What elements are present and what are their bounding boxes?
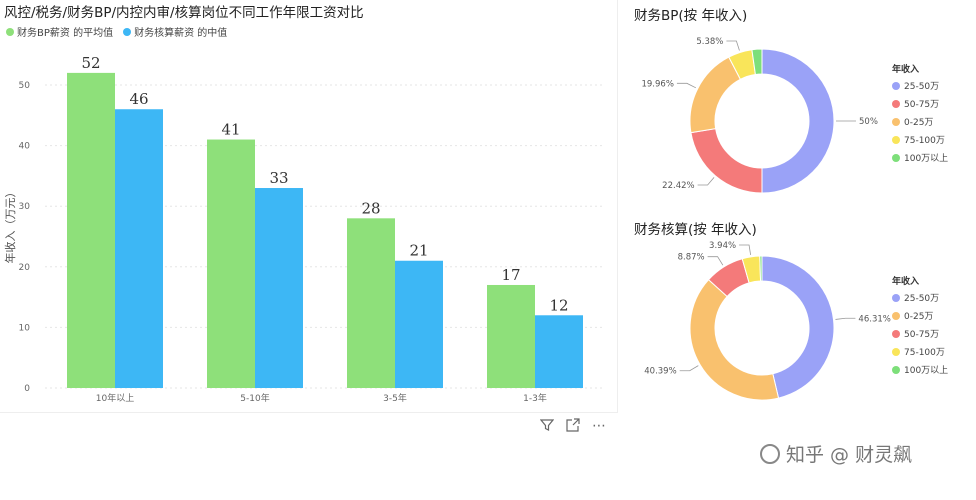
more-options-icon[interactable]: ⋯ [592,418,606,434]
y-tick-label: 10 [19,323,31,333]
donut-slice[interactable] [759,255,763,282]
bar[interactable] [67,72,115,388]
donut1-title: 财务BP(按 年收入) [634,8,748,24]
bar-chart: 0 10 20 30 40 50 年收入（万元） 52 46 10年以上 41 33 5-10年 28 21… [3,54,605,404]
donut-slice[interactable] [690,128,763,194]
bar-data-label: 52 [81,54,100,72]
donut-legend-label[interactable]: 25-50万 [904,82,939,92]
donut-legend-swatch [892,312,900,320]
donut-legend-swatch [892,294,900,302]
donut-legend-swatch [892,136,900,144]
bar[interactable] [395,260,443,388]
slice-data-label: 50% [859,117,878,127]
donut-slice[interactable] [751,48,763,76]
donut-slice[interactable] [761,48,835,194]
focus-mode-icon[interactable] [566,418,580,436]
donut-legend-swatch [892,366,900,374]
bar[interactable] [207,139,255,388]
donut-legend-label[interactable]: 50-75万 [904,100,939,110]
slice-data-label: 46.31% [858,314,890,324]
bar[interactable] [255,188,303,388]
donut-slice[interactable] [761,255,835,399]
legend-label-bp: 财务BP薪资 的平均值 [17,28,114,39]
slice-data-label: 3.94% [709,241,736,251]
x-tick-label: 3-5年 [383,392,407,404]
bar-data-label: 41 [221,121,240,139]
leader-line [676,82,697,89]
legend-swatch-accounting [123,27,132,36]
bar-data-label: 12 [549,296,568,314]
legend-label-accounting: 财务核算薪资 的中值 [134,28,228,39]
bar-data-label: 46 [129,90,148,108]
bar[interactable] [115,109,163,389]
slice-data-label: 22.42% [662,181,694,191]
donut-legend-swatch [892,100,900,108]
x-tick-label: 5-10年 [240,392,269,404]
filter-icon[interactable] [539,418,555,436]
donut-legend-swatch [892,154,900,162]
y-axis-label: 年收入（万元） [3,187,17,264]
bar-chart-title: 风控/税务/财务BP/内控内审/核算岗位不同工作年限工资对比 [4,5,364,21]
donut-legend-label[interactable]: 100万以上 [904,153,948,164]
leader-line [679,365,699,372]
donut-legend-label[interactable]: 100万以上 [904,365,948,376]
slice-data-label: 5.38% [696,37,723,47]
slice-data-label: 19.96% [641,79,673,89]
donut-legend-swatch [892,330,900,338]
bar-data-label: 17 [501,266,520,284]
legend-item-bp[interactable]: 财务BP薪资 的平均值 [6,24,113,39]
y-tick-label: 40 [19,142,31,152]
slice-data-label: 8.87% [678,253,705,263]
leader-line [835,317,856,320]
legend-item-accounting[interactable]: 财务核算薪资 的中值 [123,24,227,39]
bar-data-label: 21 [409,242,428,260]
donut-legend-title: 年收入 [892,63,919,75]
legend-swatch-bp [6,27,14,36]
donut2-title: 财务核算(按 年收入) [634,222,757,238]
slice-data-label: 40.39% [644,367,676,377]
x-tick-label: 10年以上 [96,392,134,404]
zhihu-logo-icon [760,443,780,464]
donut-legend-label[interactable]: 0-25万 [904,312,933,322]
leader-line [697,177,715,186]
donut-legend-swatch [892,118,900,126]
visual-toolbar: ⋯ [539,418,606,436]
bar[interactable] [535,315,583,388]
bar-data-label: 33 [269,169,288,187]
bar-chart-panel [0,0,618,413]
x-tick-label: 1-3年 [523,392,547,404]
bar[interactable] [487,284,535,388]
bar-data-label: 28 [361,199,380,217]
y-tick-label: 0 [24,384,30,394]
bar-chart-legend: 财务BP薪资 的平均值 财务核算薪资 的中值 [6,24,227,39]
donut-legend-label[interactable]: 75-100万 [904,348,945,358]
donut-legend-label[interactable]: 0-25万 [904,118,933,128]
watermark-text: 知乎 @ 财灵飙 [786,444,913,466]
donut-legend-swatch [892,82,900,90]
donut-slice[interactable] [689,56,742,134]
bar[interactable] [347,218,395,388]
donut-legend-swatch [892,348,900,356]
y-tick-label: 30 [19,202,31,212]
leader-line [707,256,724,266]
donut-slice[interactable] [689,279,780,401]
donut-chart-accounting: 46.31% 40.39% 8.87% 3.94% 年收入 25-50万 0-25万 50-7… [644,241,948,401]
donut-chart-bp: 50% 22.42% 19.96% 5.38% 年收入 25-50万 50-75万 0-25万… [641,37,948,194]
donut-legend-label[interactable]: 50-75万 [904,330,939,340]
watermark: 知乎 @ 财灵飙 [760,440,912,467]
donut-legend-title: 年收入 [892,275,919,287]
y-tick-label: 20 [19,263,31,273]
leader-line [726,40,740,51]
donut-legend-label[interactable]: 75-100万 [904,136,945,146]
donut-legend-label[interactable]: 25-50万 [904,294,939,304]
leader-line [739,244,752,255]
y-tick-label: 50 [19,81,31,91]
